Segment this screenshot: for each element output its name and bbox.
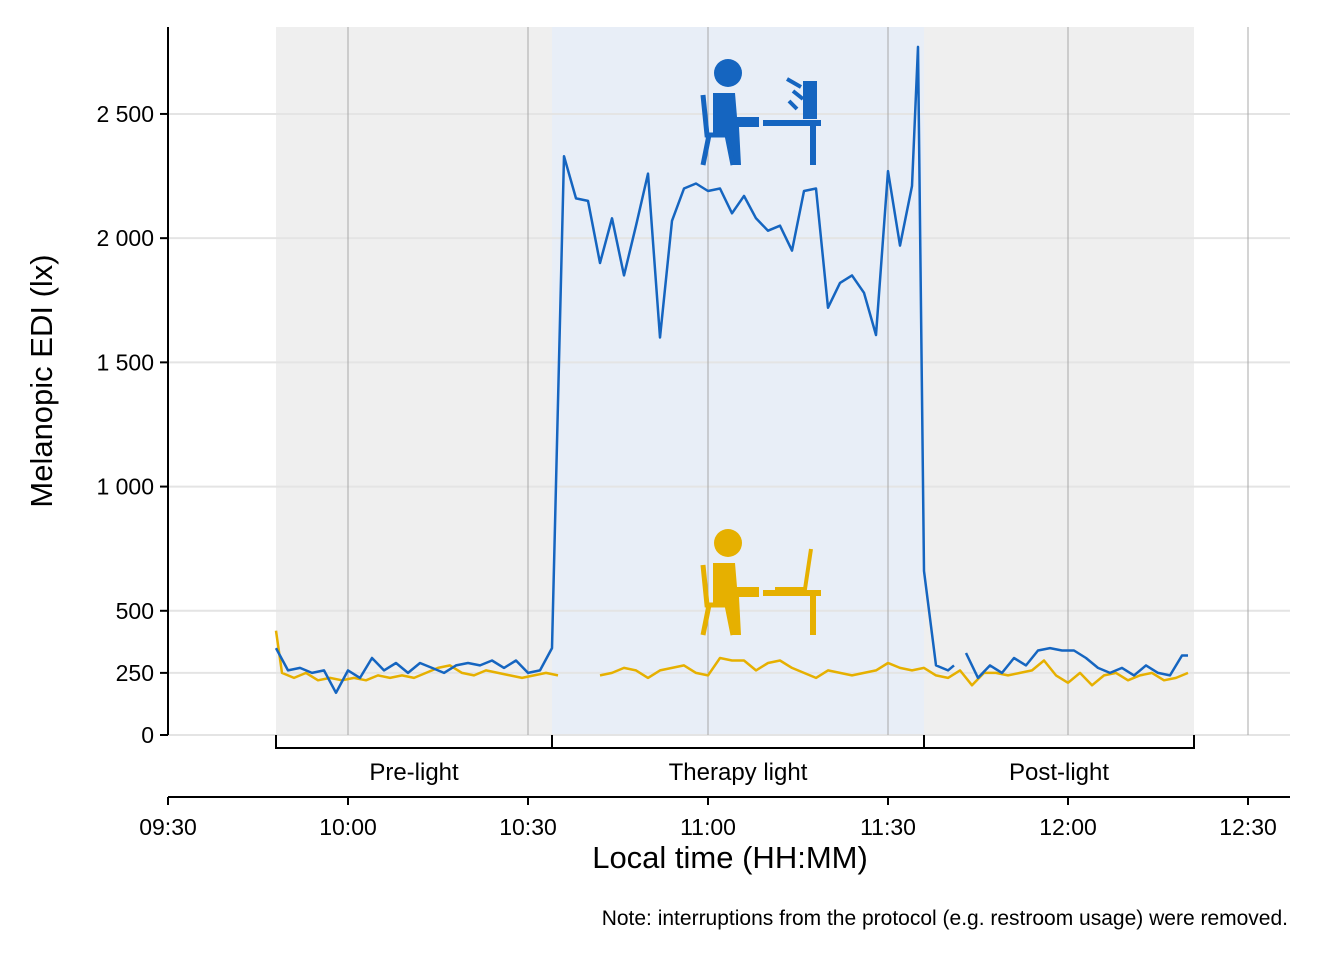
series-line bbox=[274, 45, 1188, 695]
x-tick-label: 12:30 bbox=[1219, 814, 1277, 840]
y-tick-label: 1 000 bbox=[96, 474, 154, 500]
icon-body bbox=[713, 93, 759, 165]
y-tick-label: 250 bbox=[116, 660, 154, 686]
icon-head bbox=[714, 59, 742, 87]
y-tick-label: 0 bbox=[141, 722, 154, 748]
y-tick-label: 2 500 bbox=[96, 101, 154, 127]
icon-head bbox=[714, 529, 742, 557]
series-line bbox=[274, 630, 1189, 687]
phase-label: Therapy light bbox=[669, 759, 808, 786]
phase-shading bbox=[924, 27, 1194, 735]
x-tick-label: 11:00 bbox=[680, 814, 736, 840]
x-tick-label: 10:30 bbox=[499, 814, 557, 840]
y-tick-label: 500 bbox=[116, 598, 154, 624]
x-tick-label: 10:00 bbox=[319, 814, 377, 840]
icon-desk bbox=[763, 590, 821, 635]
person-icon bbox=[700, 529, 821, 636]
icon-monitor bbox=[786, 77, 817, 119]
icon-chair bbox=[700, 94, 736, 166]
phase-shading bbox=[276, 27, 552, 735]
person-icon bbox=[700, 59, 821, 166]
icon-chair bbox=[700, 564, 736, 636]
icon-desk bbox=[763, 120, 821, 165]
y-axis-title: Melanopic EDI (lx) bbox=[24, 254, 59, 507]
note: Note: interruptions from the protocol (e… bbox=[602, 907, 1288, 930]
y-tick-label: 2 000 bbox=[96, 225, 154, 251]
phase-label: Pre-light bbox=[369, 759, 459, 786]
icon-laptop bbox=[775, 548, 813, 591]
x-tick-label: 12:00 bbox=[1039, 814, 1097, 840]
x-axis-title: Local time (HH:MM) bbox=[592, 840, 868, 875]
x-tick-label: 11:30 bbox=[860, 814, 916, 840]
phase-label: Post-light bbox=[1009, 759, 1109, 786]
icon-body bbox=[713, 563, 759, 635]
x-tick-label: 09:30 bbox=[139, 814, 197, 840]
y-tick-label: 1 500 bbox=[96, 349, 154, 375]
